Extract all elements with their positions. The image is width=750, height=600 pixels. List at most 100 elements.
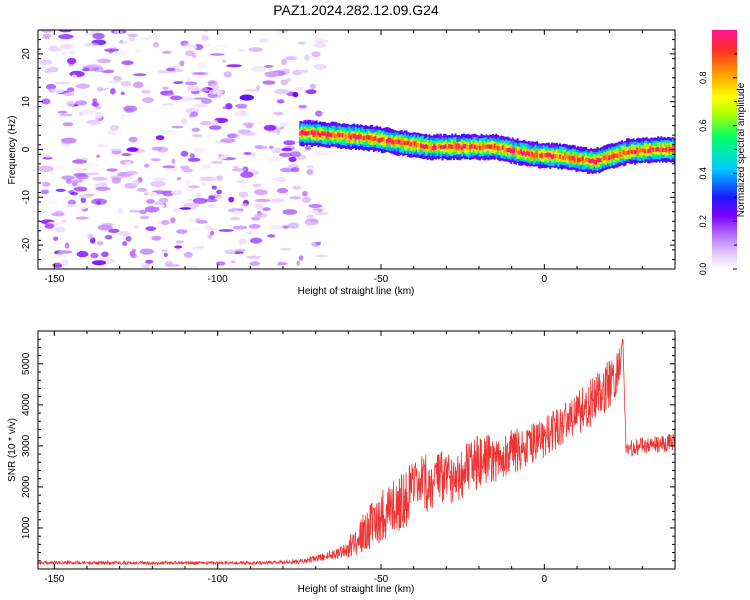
ridge-cell	[549, 152, 552, 158]
noise-blob	[292, 86, 306, 91]
noise-blob	[120, 41, 129, 44]
noise-blob	[128, 209, 141, 213]
noise-blob	[65, 54, 71, 59]
noise-blob	[92, 98, 98, 104]
ridge-cell	[567, 155, 570, 160]
ridge-cell	[663, 147, 666, 152]
noise-blob	[51, 212, 65, 217]
noise-blob	[74, 204, 87, 211]
ridge-cell	[372, 136, 375, 142]
ridge-cell	[359, 134, 362, 139]
noise-blob	[83, 193, 96, 197]
ridge-cell	[626, 150, 629, 156]
noise-blob	[60, 259, 69, 266]
noise-blob	[112, 50, 128, 57]
ridge-cell	[661, 147, 664, 153]
noise-blob	[83, 153, 89, 158]
noise-blob	[305, 89, 317, 95]
noise-blob	[109, 125, 120, 132]
ridge-cell	[315, 131, 318, 136]
ridge-cell	[318, 132, 321, 138]
ridge-cell	[376, 137, 379, 143]
noise-blob	[50, 172, 56, 176]
noise-blob	[144, 163, 150, 168]
noise-blob	[243, 131, 256, 136]
noise-blob	[226, 133, 237, 139]
noise-blob	[214, 44, 230, 48]
ridge-cell	[552, 154, 555, 159]
noise-blob	[80, 196, 87, 204]
noise-blob	[298, 255, 304, 261]
noise-blob	[163, 252, 168, 258]
ridge-cell	[309, 130, 312, 135]
ridge-cell	[325, 133, 328, 138]
noise-blob	[151, 235, 162, 241]
noise-blob	[225, 103, 233, 110]
ridge-cell	[322, 131, 325, 136]
noise-blob	[306, 214, 315, 220]
ridge-cell	[508, 147, 511, 152]
ridge-cell	[305, 131, 308, 136]
noise-blob	[154, 49, 163, 55]
noise-blob	[75, 100, 88, 106]
noise-blob	[186, 85, 201, 92]
noise-blob	[246, 255, 262, 259]
noise-blob	[210, 230, 215, 236]
noise-blob	[307, 209, 319, 213]
noise-blob	[45, 83, 57, 90]
ridge-cell	[550, 154, 553, 160]
noise-blob	[232, 225, 248, 230]
ridge-cell	[348, 133, 351, 138]
ridge-cell	[403, 140, 406, 146]
ridge-cell	[577, 157, 580, 162]
ridge-cell	[464, 144, 467, 149]
noise-blob	[289, 151, 301, 158]
noise-blob	[169, 95, 183, 101]
ridge-cell	[583, 158, 586, 164]
ridge-cell	[555, 154, 558, 159]
noise-blob	[279, 247, 293, 251]
ridge-cell	[648, 147, 651, 153]
noise-blob	[120, 81, 132, 87]
colorbar-label: Normalized spectral amplitude	[736, 82, 747, 217]
ridge-cell	[559, 154, 562, 159]
noise-blob	[256, 85, 261, 90]
ridge-cell	[565, 154, 568, 159]
noise-blob	[108, 228, 120, 233]
noise-blob	[234, 248, 246, 252]
noise-blob	[201, 181, 207, 187]
noise-blob	[273, 261, 279, 266]
noise-blob	[97, 58, 112, 63]
ridge-cell	[367, 135, 370, 140]
ridge-cell	[518, 150, 521, 155]
noise-blob	[171, 125, 184, 129]
ridge-cell	[436, 144, 439, 150]
ridge-cell	[397, 139, 400, 144]
noise-blob	[281, 58, 287, 65]
ridge-cell	[492, 145, 495, 150]
noise-blob	[210, 161, 223, 164]
noise-blob	[244, 88, 260, 92]
noise-blob	[173, 81, 183, 84]
ridge-cell	[572, 155, 575, 161]
noise-blob	[162, 50, 172, 54]
noise-blob	[191, 127, 200, 132]
ridge-cell	[420, 143, 423, 148]
ridge-cell	[655, 147, 658, 152]
spectrogram-cells	[38, 30, 675, 269]
colorbar-gradient	[712, 30, 737, 269]
noise-blob	[53, 236, 59, 241]
noise-blob	[119, 114, 126, 119]
noise-blob	[255, 136, 265, 140]
snr-x-axis-label: Height of straight line (km)	[298, 584, 415, 595]
x-tick-label: -100	[208, 574, 228, 585]
noise-blob	[41, 98, 51, 105]
ridge-cell	[416, 142, 419, 147]
noise-blob	[309, 83, 317, 89]
noise-blob	[139, 209, 147, 215]
noise-blob	[107, 80, 122, 84]
ridge-cell	[312, 132, 315, 137]
ridge-cell	[627, 150, 630, 155]
ridge-cell	[652, 147, 655, 152]
noise-blob	[147, 34, 161, 40]
